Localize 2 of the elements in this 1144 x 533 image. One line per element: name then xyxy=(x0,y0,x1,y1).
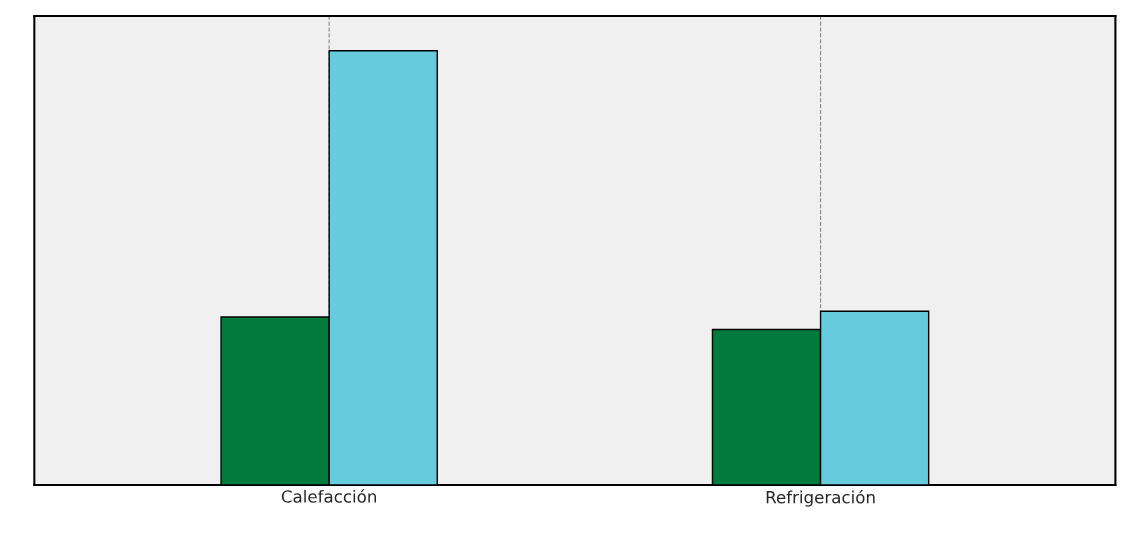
x-tick-label: Refrigeración xyxy=(766,489,875,507)
x-tick-label: Calefacción xyxy=(281,489,377,503)
